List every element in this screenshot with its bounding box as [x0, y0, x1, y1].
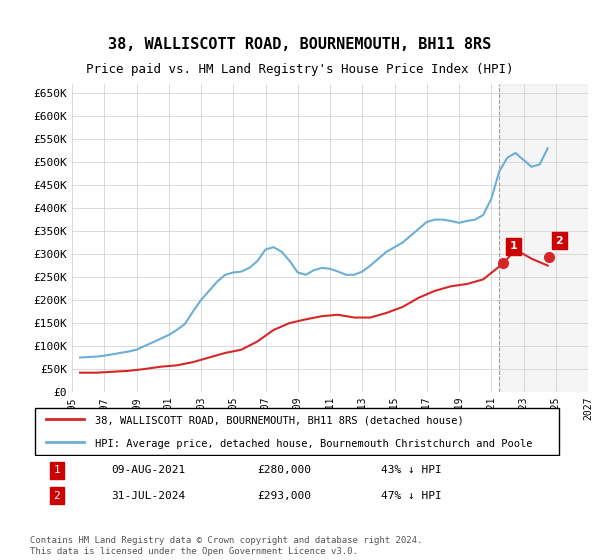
Text: 2: 2 [53, 491, 61, 501]
Text: 31-JUL-2024: 31-JUL-2024 [111, 491, 185, 501]
Text: 47% ↓ HPI: 47% ↓ HPI [381, 491, 442, 501]
Text: Contains HM Land Registry data © Crown copyright and database right 2024.
This d: Contains HM Land Registry data © Crown c… [30, 536, 422, 556]
Text: 38, WALLISCOTT ROAD, BOURNEMOUTH, BH11 8RS: 38, WALLISCOTT ROAD, BOURNEMOUTH, BH11 8… [109, 38, 491, 52]
Text: £293,000: £293,000 [257, 491, 311, 501]
Text: 2: 2 [556, 236, 563, 245]
Text: 38, WALLISCOTT ROAD, BOURNEMOUTH, BH11 8RS (detached house): 38, WALLISCOTT ROAD, BOURNEMOUTH, BH11 8… [95, 415, 464, 425]
Text: Price paid vs. HM Land Registry's House Price Index (HPI): Price paid vs. HM Land Registry's House … [86, 63, 514, 77]
Text: HPI: Average price, detached house, Bournemouth Christchurch and Poole: HPI: Average price, detached house, Bour… [95, 439, 532, 449]
Text: £280,000: £280,000 [257, 465, 311, 475]
Text: 1: 1 [53, 465, 61, 475]
Text: 43% ↓ HPI: 43% ↓ HPI [381, 465, 442, 475]
Bar [499, 84, 588, 392]
FancyBboxPatch shape [35, 408, 559, 455]
Text: 09-AUG-2021: 09-AUG-2021 [111, 465, 185, 475]
Text: 1: 1 [510, 241, 518, 251]
